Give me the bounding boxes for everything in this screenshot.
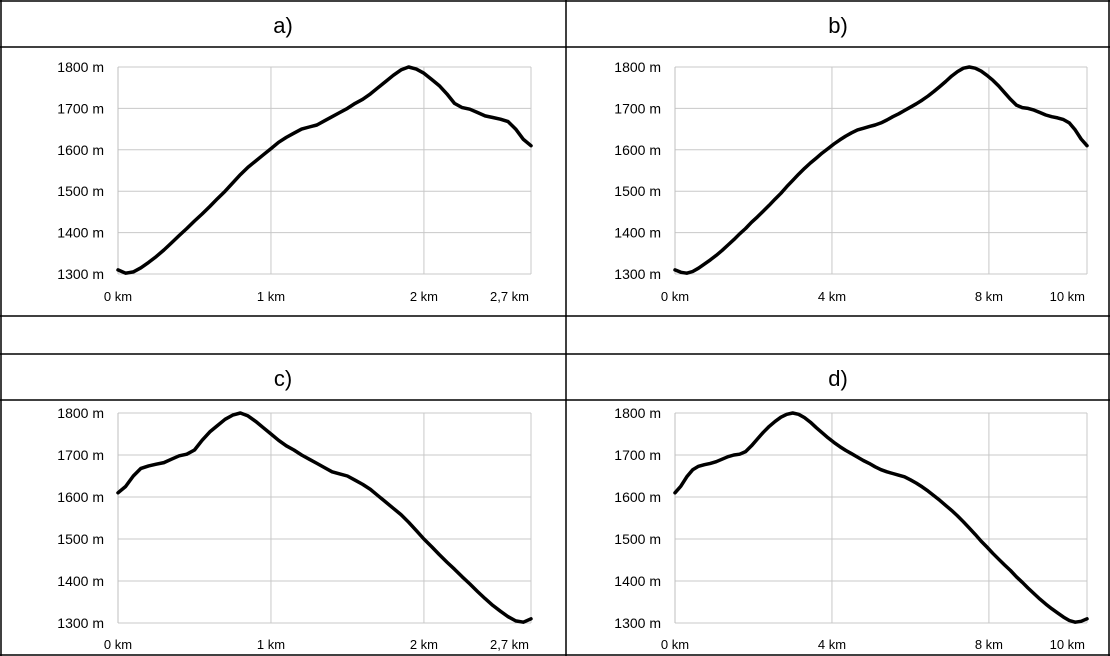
xtick-label-d-1: 4 km	[818, 637, 846, 652]
xtick-label-d-2: 8 km	[975, 637, 1003, 652]
panel-label-a: a)	[273, 13, 293, 38]
ytick-label-d-0: 1300 m	[614, 615, 661, 631]
ytick-label-d-4: 1700 m	[614, 447, 661, 463]
ytick-label-b-1: 1400 m	[614, 225, 661, 241]
xtick-label-a-3: 2,7 km	[490, 289, 529, 304]
ytick-label-b-4: 1700 m	[614, 100, 661, 116]
elevation-line-c	[116, 411, 533, 624]
ytick-label-c-3: 1600 m	[57, 489, 104, 505]
ytick-label-a-0: 1300 m	[57, 266, 104, 282]
panel-label-b: b)	[828, 13, 848, 38]
ytick-label-a-2: 1500 m	[57, 183, 104, 199]
xtick-label-a-0: 0 km	[104, 289, 132, 304]
elevation-line-b	[673, 65, 1089, 275]
chart-d: 1300 m 1400 m 1500 m 1600 m 1700 m 1800 m 0 km…	[614, 405, 1089, 652]
ytick-label-a-3: 1600 m	[57, 142, 104, 158]
ytick-label-b-5: 1800 m	[614, 59, 661, 75]
ytick-label-a-4: 1700 m	[57, 100, 104, 116]
ytick-label-c-5: 1800 m	[57, 405, 104, 421]
xtick-label-b-2: 8 km	[975, 289, 1003, 304]
ytick-label-c-1: 1400 m	[57, 573, 104, 589]
elevation-line-d	[673, 411, 1089, 624]
chart-a: 1300 m 1400 m 1500 m 1600 m 1700 m 1800 m 0 km…	[57, 59, 533, 304]
elevation-line-a	[116, 65, 533, 275]
ytick-label-b-0: 1300 m	[614, 266, 661, 282]
xtick-label-c-3: 2,7 km	[490, 637, 529, 652]
ytick-label-d-5: 1800 m	[614, 405, 661, 421]
xtick-label-b-3: 10 km	[1050, 289, 1085, 304]
xtick-label-d-0: 0 km	[661, 637, 689, 652]
panel-label-d: d)	[828, 366, 848, 391]
xtick-label-b-1: 4 km	[818, 289, 846, 304]
chart-c: 1300 m 1400 m 1500 m 1600 m 1700 m 1800 m 0 km…	[57, 405, 533, 652]
xtick-label-a-2: 2 km	[410, 289, 438, 304]
xtick-label-c-1: 1 km	[257, 637, 285, 652]
xtick-label-a-1: 1 km	[257, 289, 285, 304]
ytick-label-b-3: 1600 m	[614, 142, 661, 158]
ytick-label-b-2: 1500 m	[614, 183, 661, 199]
ytick-label-a-1: 1400 m	[57, 225, 104, 241]
ytick-label-a-5: 1800 m	[57, 59, 104, 75]
xtick-label-c-2: 2 km	[410, 637, 438, 652]
ytick-label-c-0: 1300 m	[57, 615, 104, 631]
chart-b: 1300 m 1400 m 1500 m 1600 m 1700 m 1800 m 0 km…	[614, 59, 1089, 304]
ytick-label-c-2: 1500 m	[57, 531, 104, 547]
xtick-label-b-0: 0 km	[661, 289, 689, 304]
ytick-label-d-1: 1400 m	[614, 573, 661, 589]
ytick-label-c-4: 1700 m	[57, 447, 104, 463]
xtick-label-d-3: 10 km	[1050, 637, 1085, 652]
panel-label-c: c)	[274, 366, 292, 391]
ytick-label-d-2: 1500 m	[614, 531, 661, 547]
xtick-label-c-0: 0 km	[104, 637, 132, 652]
ytick-label-d-3: 1600 m	[614, 489, 661, 505]
